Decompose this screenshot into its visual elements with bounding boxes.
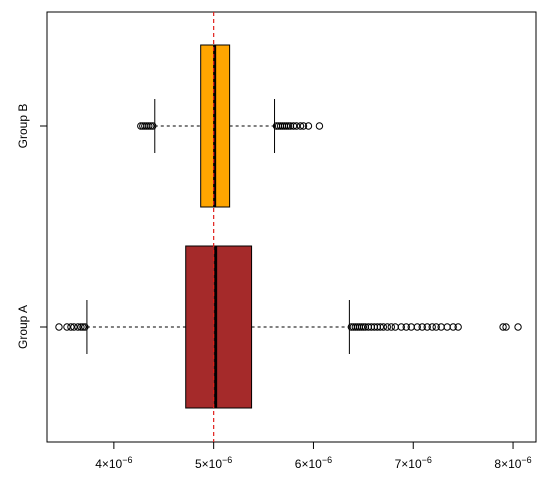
group-a-outlier-point — [376, 323, 385, 331]
group-a-outlier-point — [454, 323, 462, 331]
group-a-outlier-point — [81, 323, 89, 331]
group-a-outlier-point — [67, 323, 75, 331]
y-axis: Group A Group B — [16, 104, 47, 349]
group-b-outlier-point — [282, 122, 291, 130]
group-a-outlier-point — [443, 323, 451, 331]
group-b-outlier-point — [147, 122, 155, 130]
plot-frame — [46, 11, 537, 443]
group-a-iqr-box — [185, 245, 253, 409]
x-tick-label: 5×10−6 — [195, 455, 232, 471]
group-a-outlier-point — [423, 323, 431, 331]
x-tick-label: 6×10−6 — [295, 455, 332, 471]
x-tick-label: 8×10−6 — [494, 455, 531, 471]
x-tick-label: 7×10−6 — [395, 455, 432, 471]
group-a-outlier-point — [402, 323, 410, 331]
group-a-outlier-point — [70, 323, 78, 331]
group-a-outlier-point — [499, 323, 507, 331]
group-b-outlier-point — [145, 122, 153, 130]
group-a-outlier-point — [77, 323, 85, 331]
group-b-box — [137, 44, 324, 208]
y-category-label: Group A — [16, 305, 30, 349]
group-a-outlier-point — [428, 323, 436, 331]
group-b-outlier-point — [296, 122, 305, 130]
group-b-outlier-point — [304, 122, 313, 130]
group-b-outlier-point — [284, 122, 293, 130]
group-a-outlier-point — [391, 323, 399, 331]
group-b-outlier-point — [299, 122, 308, 130]
group-a-outlier-point — [359, 323, 368, 331]
group-b-outlier-point — [289, 122, 298, 130]
group-a-outlier-point — [449, 323, 457, 331]
group-a-outlier-point — [418, 323, 426, 331]
y-category-label: Group B — [16, 104, 30, 149]
group-a-outlier-point — [387, 323, 395, 331]
group-a-box — [55, 245, 522, 409]
boxes-layer — [55, 44, 522, 409]
group-a-outlier-point — [413, 323, 421, 331]
group-a-outlier-point — [502, 323, 510, 331]
group-a-outlier-point — [432, 323, 440, 331]
group-a-outlier-point — [55, 323, 63, 331]
group-a-outlier-point — [514, 323, 522, 331]
group-a-outlier-point — [74, 323, 82, 331]
x-axis: 4×10−6 5×10−6 6×10−6 7×10−6 8×10−6 — [95, 441, 532, 471]
group-a-outlier-point — [357, 323, 366, 331]
x-tick-label: 4×10−6 — [95, 455, 132, 471]
group-b-outlier-point — [315, 122, 324, 130]
group-a-outlier-point — [379, 323, 388, 331]
group-a-outlier-point — [383, 323, 392, 331]
group-a-outlier-point — [63, 323, 71, 331]
group-a-outlier-point — [79, 323, 87, 331]
group-b-outlier-point — [149, 122, 157, 130]
group-b-outlier-point — [292, 122, 301, 130]
group-a-outlier-point — [397, 323, 405, 331]
